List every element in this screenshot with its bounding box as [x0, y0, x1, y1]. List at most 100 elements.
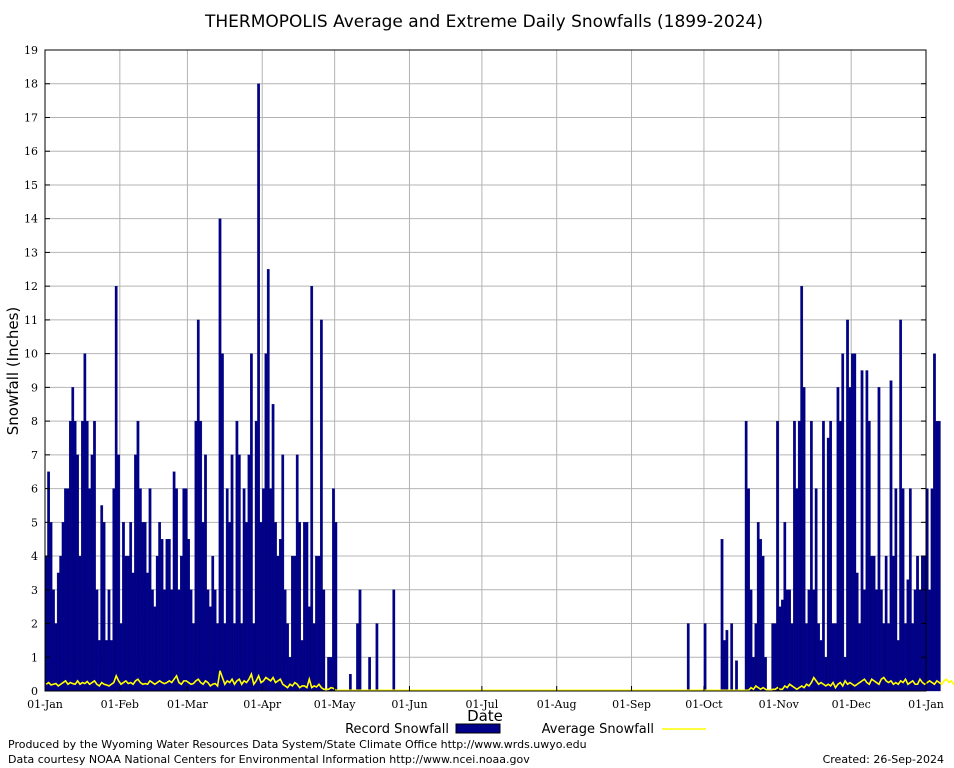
- record-snowfall-bar: [295, 454, 299, 692]
- average-snowfall-line: [45, 670, 954, 692]
- x-tick-label: 01-Jul: [466, 698, 499, 711]
- record-snowfall-bar: [175, 488, 178, 692]
- record-snowfall-bar: [259, 522, 263, 692]
- record-snowfall-bar: [47, 471, 50, 692]
- record-snowfall-bar: [245, 522, 248, 692]
- y-tick-label: 3: [31, 584, 38, 597]
- record-snowfall-bar: [879, 589, 883, 692]
- record-snowfall-bar: [836, 387, 840, 692]
- plot-frame: [44, 49, 927, 692]
- y-tick-label: 0: [31, 685, 38, 698]
- record-snowfall-bar: [870, 555, 874, 692]
- record-snowfall-bar: [281, 454, 285, 692]
- record-snowfall-bar: [781, 599, 784, 692]
- y-tick-label: 15: [24, 179, 38, 192]
- record-snowfall-bar: [78, 555, 82, 692]
- record-snowfall-bar: [889, 380, 893, 692]
- record-snowfall-bar: [196, 319, 200, 692]
- record-snowfall-bar: [754, 623, 758, 692]
- record-snowfall-bar: [855, 572, 859, 692]
- record-snowfall-bar: [122, 522, 125, 692]
- y-tick-label: 13: [24, 246, 38, 259]
- record-snowfall-bar: [935, 420, 939, 692]
- record-snowfall-bar: [937, 420, 941, 692]
- record-snowfall-bar: [136, 420, 140, 692]
- record-snowfall-bar: [305, 522, 309, 692]
- record-snowfall-bar: [875, 589, 878, 692]
- record-snowfall-bar: [317, 555, 321, 692]
- record-snowfall-bar: [358, 589, 362, 692]
- record-snowfall-bar: [189, 589, 193, 692]
- record-snowfall-bar: [843, 657, 847, 692]
- y-tick-label: 10: [24, 348, 38, 361]
- record-snowfall-bar: [332, 488, 335, 692]
- record-snowfall-bar: [320, 319, 323, 692]
- x-tick-label: 01-Dec: [832, 698, 871, 711]
- record-snowfall-bar: [276, 555, 280, 692]
- record-snowfall-bar: [797, 420, 801, 692]
- record-snowfall-bar: [64, 488, 67, 692]
- y-tick-label: 4: [31, 550, 38, 563]
- record-snowfall-bar: [49, 522, 53, 692]
- record-snowfall-bar: [206, 589, 210, 692]
- record-snowfall-bar: [134, 454, 137, 692]
- x-tick-label: 01-Jun: [391, 698, 427, 711]
- record-snowfall-bar: [749, 589, 753, 692]
- record-snowfall-bar: [155, 555, 159, 692]
- record-snowfall-bar: [71, 387, 75, 692]
- record-snowfall-bar: [85, 420, 89, 692]
- y-tick-label: 2: [31, 618, 38, 631]
- record-snowfall-bar: [375, 623, 379, 692]
- y-tick-label: 7: [31, 449, 38, 462]
- record-snowfall-bar: [213, 589, 217, 692]
- record-snowfall-bar: [235, 420, 239, 692]
- record-snowfall-bar: [247, 454, 251, 692]
- record-snowfall-bar: [928, 589, 931, 692]
- x-tick-label: 01-Feb: [101, 698, 139, 711]
- record-snowfall-bar: [300, 640, 304, 692]
- record-snowfall-bar: [872, 555, 876, 692]
- record-snowfall-bar: [329, 657, 333, 692]
- record-snowfall-bar: [221, 353, 224, 692]
- record-snowfall-bar: [158, 522, 162, 692]
- record-snowfall-bar: [785, 589, 789, 692]
- record-snowfall-bar: [194, 420, 198, 692]
- record-snowfall-bar: [834, 623, 837, 692]
- y-tick-label: 11: [24, 314, 38, 327]
- record-snowfall-bar: [822, 420, 825, 692]
- record-snowfall-bar: [266, 269, 270, 692]
- record-snowfall-bar: [90, 454, 94, 692]
- record-snowfall-bar: [293, 555, 297, 692]
- y-tick-label: 17: [24, 111, 38, 124]
- x-tick-label: 01-Sep: [612, 698, 651, 711]
- created-date: Created: 26-Sep-2024: [822, 753, 944, 766]
- record-snowfall-bar: [172, 471, 176, 692]
- record-snowfall-bar: [865, 370, 869, 692]
- record-snowfall-bar: [264, 353, 268, 692]
- record-snowfall-bar: [225, 488, 229, 692]
- record-snowfall-bar: [790, 623, 794, 692]
- record-snowfall-bar: [102, 522, 106, 692]
- record-snowfall-bar: [930, 488, 934, 692]
- record-snowfall-bar: [192, 623, 195, 692]
- record-snowfall-bar: [933, 353, 936, 692]
- record-snowfall-bar: [756, 522, 760, 692]
- record-snowfall-bar: [348, 673, 352, 692]
- y-tick-label: 16: [24, 145, 38, 158]
- record-snowfall-bar: [187, 539, 190, 692]
- produced-by-credit: Produced by the Wyoming Water Resources …: [8, 738, 587, 751]
- record-snowfall-bar: [141, 522, 145, 692]
- record-snowfall-bar: [730, 623, 734, 692]
- y-tick-label: 8: [31, 415, 38, 428]
- record-snowfall-bar: [703, 623, 707, 692]
- x-tick-label: 01-Mar: [167, 698, 209, 711]
- record-snowfall-bar: [146, 572, 149, 692]
- record-snowfall-bar: [783, 522, 787, 692]
- record-snowfall-bar: [795, 488, 799, 692]
- legend-label-record: Record Snowfall: [345, 722, 449, 737]
- record-snowfall-bar: [230, 454, 234, 692]
- record-snowfall-bar: [817, 623, 820, 692]
- legend-label-average: Average Snowfall: [542, 722, 654, 737]
- record-snowfall-bar: [119, 623, 123, 692]
